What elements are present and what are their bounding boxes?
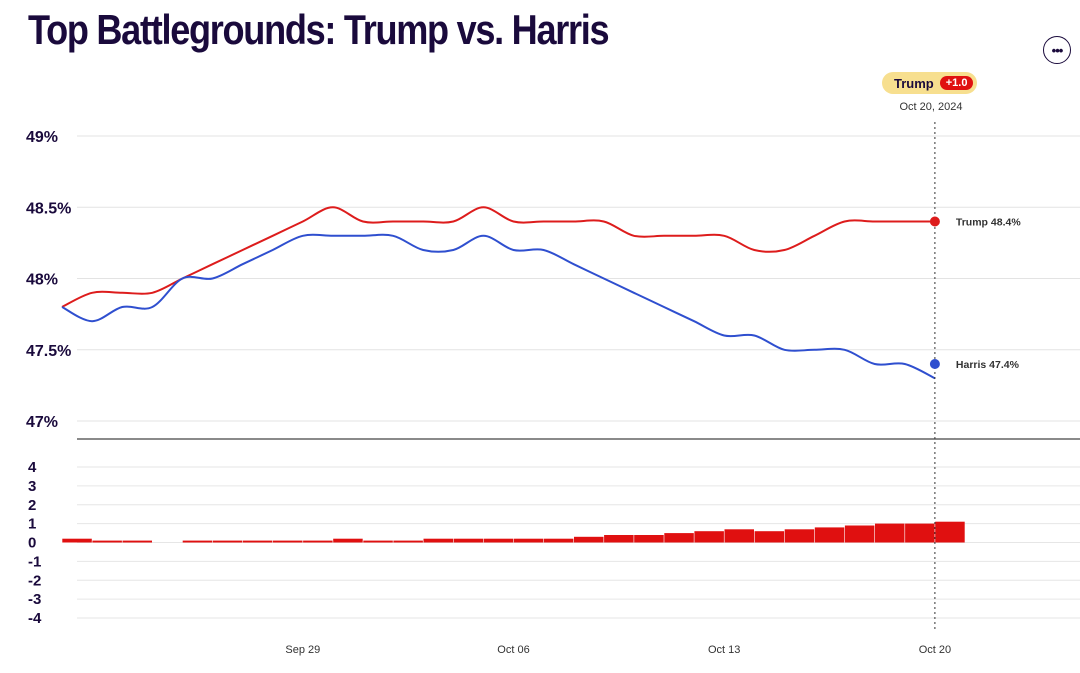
margin-bar <box>453 538 484 543</box>
margin-bar <box>423 538 453 543</box>
x-tick-label: Oct 06 <box>497 644 529 656</box>
margin-bar <box>483 538 514 543</box>
margin-bar <box>724 529 754 543</box>
margin-bar <box>634 535 664 543</box>
margin-bar <box>574 536 604 543</box>
margin-bar <box>92 540 122 543</box>
harris-endpoint-label: Harris 47.4% <box>956 359 1020 371</box>
margin-bar <box>242 540 273 543</box>
margin-bar <box>905 523 935 543</box>
margin-bar <box>273 540 303 543</box>
trump-endpoint-dot <box>929 216 940 227</box>
y-tick-label: 48% <box>26 272 58 289</box>
margin-bar <box>935 521 965 543</box>
margin-bar <box>814 527 845 543</box>
x-tick-label: Oct 13 <box>708 644 740 656</box>
margin-bar <box>333 538 363 543</box>
x-tick-label: Sep 29 <box>285 644 320 656</box>
margin-bar <box>62 538 92 543</box>
bar-y-tick-label: 4 <box>28 459 37 476</box>
margin-bar <box>182 540 213 543</box>
page-title: Top Battlegrounds: Trump vs. Harris <box>28 6 610 53</box>
bar-y-tick-label: 0 <box>28 535 36 552</box>
margin-bar <box>604 535 634 543</box>
bar-y-tick-label: -4 <box>28 610 42 627</box>
margin-bar <box>844 525 875 543</box>
margin-bar <box>363 540 393 543</box>
more-options-button[interactable]: ••• <box>1043 36 1071 64</box>
margin-bar <box>393 540 423 543</box>
bar-y-tick-label: -2 <box>28 572 41 589</box>
badge-date: Oct 20, 2024 <box>899 101 963 113</box>
x-tick-label: Oct 20 <box>919 644 951 656</box>
badge-leader-name: Trump <box>894 75 934 91</box>
margin-bar <box>212 540 243 543</box>
y-tick-label: 47.5% <box>26 343 71 360</box>
margin-bar <box>303 540 333 543</box>
trump-series-line <box>61 206 935 308</box>
margin-bar <box>694 531 724 543</box>
margin-bar <box>664 533 694 543</box>
margin-bar <box>122 540 152 543</box>
bar-y-tick-label: -3 <box>28 591 41 608</box>
y-tick-label: 49% <box>26 129 58 146</box>
margin-bar <box>784 529 815 543</box>
leader-badge: Trump +1.0 <box>882 72 978 94</box>
harris-endpoint-dot <box>929 359 940 369</box>
bar-y-tick-label: 1 <box>28 516 36 533</box>
y-tick-label: 48.5% <box>26 200 71 217</box>
bar-y-tick-label: -1 <box>28 553 41 570</box>
badge-margin-pill: +1.0 <box>939 76 974 90</box>
margin-bar <box>513 538 544 543</box>
margin-bar <box>543 538 574 543</box>
bar-y-tick-label: 2 <box>28 497 36 514</box>
more-horizontal-icon: ••• <box>1051 42 1064 58</box>
bar-y-tick-label: 3 <box>28 478 36 495</box>
margin-bar <box>875 523 905 543</box>
harris-series-line <box>61 233 936 380</box>
trump-endpoint-label: Trump 48.4% <box>956 217 1021 229</box>
margin-bar <box>754 531 785 543</box>
y-tick-label: 47% <box>26 414 58 431</box>
